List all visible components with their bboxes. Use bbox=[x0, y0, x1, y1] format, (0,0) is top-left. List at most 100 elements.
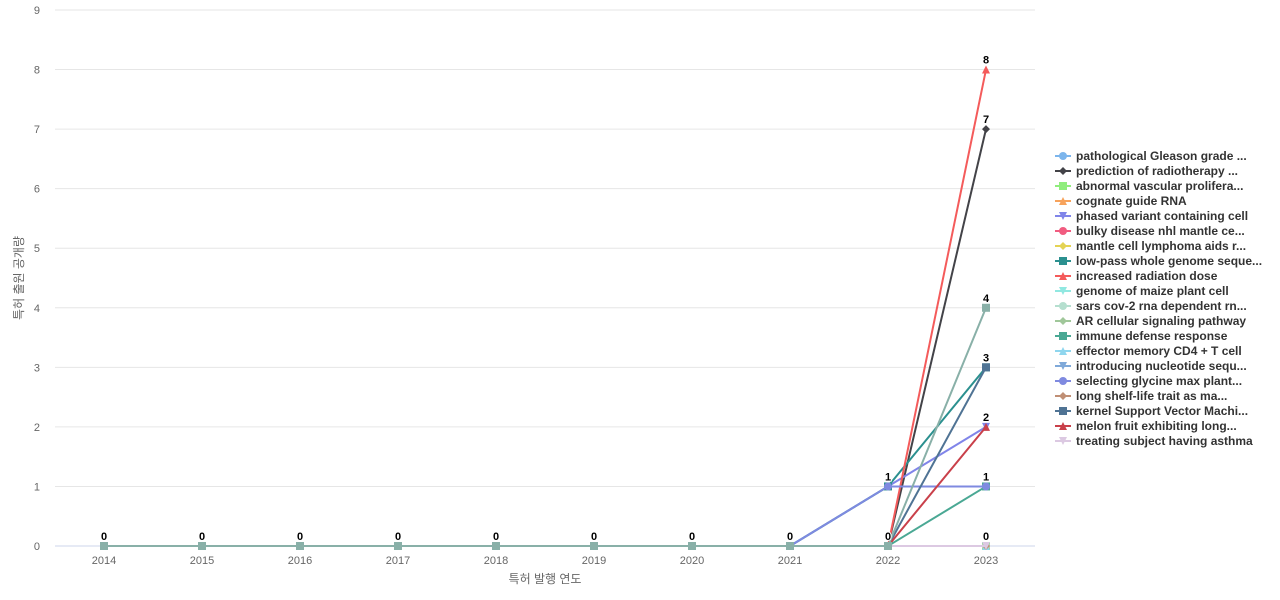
data-label: 0 bbox=[493, 531, 499, 543]
legend-symbol-icon bbox=[1055, 211, 1071, 220]
legend-item[interactable]: mantle cell lymphoma aids r... bbox=[1055, 238, 1262, 253]
legend-item[interactable]: effector memory CD4 + T cell bbox=[1055, 343, 1262, 358]
data-point[interactable] bbox=[884, 542, 892, 550]
legend-item[interactable]: introducing nucleotide sequ... bbox=[1055, 358, 1262, 373]
legend-marker-icon[interactable] bbox=[1059, 151, 1067, 160]
legend-label: bulky disease nhl mantle ce... bbox=[1076, 223, 1245, 238]
legend-item[interactable]: low-pass whole genome seque... bbox=[1055, 253, 1262, 268]
data-label: 0 bbox=[101, 531, 107, 543]
legend-marker-icon[interactable] bbox=[1059, 286, 1067, 295]
x-tick-label: 2021 bbox=[778, 555, 802, 567]
legend-item[interactable]: pathological Gleason grade ... bbox=[1055, 148, 1262, 163]
legend-symbol-icon bbox=[1055, 286, 1071, 295]
data-point[interactable] bbox=[982, 303, 990, 312]
data-label: 0 bbox=[689, 531, 695, 543]
y-tick-label: 4 bbox=[34, 303, 40, 315]
data-label: 2 bbox=[983, 412, 989, 424]
data-point[interactable] bbox=[590, 542, 598, 550]
legend-label: introducing nucleotide sequ... bbox=[1076, 358, 1247, 373]
series-path bbox=[104, 307, 987, 547]
data-point[interactable] bbox=[492, 542, 500, 550]
legend-label: treating subject having asthma bbox=[1076, 433, 1253, 448]
legend-marker-icon[interactable] bbox=[1059, 421, 1067, 430]
data-label: 0 bbox=[885, 531, 891, 543]
legend-marker-icon[interactable] bbox=[1059, 391, 1067, 400]
data-label: 0 bbox=[983, 531, 989, 543]
legend-item[interactable]: cognate guide RNA bbox=[1055, 193, 1262, 208]
y-tick-label: 7 bbox=[34, 124, 40, 136]
legend-item[interactable]: long shelf-life trait as ma... bbox=[1055, 388, 1262, 403]
legend-symbol-icon bbox=[1055, 376, 1071, 385]
data-point[interactable] bbox=[982, 363, 990, 372]
legend-marker-icon[interactable] bbox=[1059, 436, 1067, 445]
data-point[interactable] bbox=[982, 482, 990, 491]
legend-item[interactable]: prediction of radiotherapy ... bbox=[1055, 163, 1262, 178]
legend-label: kernel Support Vector Machi... bbox=[1076, 403, 1249, 418]
data-point[interactable] bbox=[688, 542, 696, 550]
legend-symbol-icon bbox=[1055, 196, 1071, 205]
legend-item[interactable]: phased variant containing cell bbox=[1055, 208, 1262, 223]
series-path bbox=[104, 485, 987, 547]
data-point[interactable] bbox=[394, 542, 402, 550]
y-tick-label: 5 bbox=[34, 243, 40, 255]
legend-label: immune defense response bbox=[1076, 328, 1228, 343]
data-point[interactable] bbox=[296, 542, 304, 550]
data-point[interactable] bbox=[884, 482, 892, 491]
data-point[interactable] bbox=[198, 542, 206, 550]
data-point[interactable] bbox=[982, 422, 990, 431]
legend-marker-icon[interactable] bbox=[1059, 211, 1067, 220]
legend-item[interactable]: abnormal vascular prolifera... bbox=[1055, 178, 1262, 193]
series-path bbox=[104, 366, 987, 547]
legend-marker-icon[interactable] bbox=[1059, 316, 1067, 325]
legend-marker-icon[interactable] bbox=[1059, 196, 1067, 205]
legend-marker-icon[interactable] bbox=[1059, 271, 1067, 280]
legend-label: prediction of radiotherapy ... bbox=[1076, 163, 1239, 178]
legend-label: cognate guide RNA bbox=[1076, 193, 1187, 208]
legend-marker-icon[interactable] bbox=[1059, 181, 1067, 190]
series-line bbox=[100, 363, 990, 550]
legend-marker-icon[interactable] bbox=[1059, 331, 1067, 340]
legend-marker-icon[interactable] bbox=[1059, 346, 1067, 355]
legend-marker-icon[interactable] bbox=[1059, 256, 1067, 265]
legend-marker-icon[interactable] bbox=[1059, 166, 1067, 175]
legend-item[interactable]: genome of maize plant cell bbox=[1055, 283, 1262, 298]
x-tick-label: 2016 bbox=[288, 555, 312, 567]
data-point[interactable] bbox=[100, 542, 108, 550]
data-point[interactable] bbox=[982, 125, 990, 134]
legend-item[interactable]: AR cellular signaling pathway bbox=[1055, 313, 1262, 328]
legend-item[interactable]: immune defense response bbox=[1055, 328, 1262, 343]
legend-item[interactable]: increased radiation dose bbox=[1055, 268, 1262, 283]
legend-item[interactable]: kernel Support Vector Machi... bbox=[1055, 403, 1262, 418]
legend-marker-icon[interactable] bbox=[1059, 361, 1067, 370]
data-label: 4 bbox=[983, 293, 990, 305]
legend-marker-icon[interactable] bbox=[1059, 301, 1067, 310]
data-point[interactable] bbox=[982, 65, 990, 74]
legend-item[interactable]: bulky disease nhl mantle ce... bbox=[1055, 223, 1262, 238]
legend-item[interactable]: sars cov-2 rna dependent rn... bbox=[1055, 298, 1262, 313]
x-tick-label: 2018 bbox=[484, 555, 508, 567]
series-line bbox=[100, 482, 990, 550]
x-tick-label: 2014 bbox=[92, 555, 116, 567]
y-tick-label: 2 bbox=[34, 422, 40, 434]
data-point[interactable] bbox=[786, 542, 794, 550]
data-point[interactable] bbox=[982, 542, 990, 550]
series-path bbox=[104, 485, 986, 547]
legend-symbol-icon bbox=[1055, 316, 1071, 325]
data-label: 3 bbox=[983, 352, 989, 364]
x-tick-label: 2015 bbox=[190, 555, 214, 567]
legend-marker-icon[interactable] bbox=[1059, 241, 1067, 250]
series-path bbox=[104, 128, 987, 547]
y-tick-label: 8 bbox=[34, 65, 40, 77]
data-label: 0 bbox=[787, 531, 793, 543]
legend-item[interactable]: melon fruit exhibiting long... bbox=[1055, 418, 1262, 433]
legend-label: phased variant containing cell bbox=[1076, 208, 1249, 223]
legend-item[interactable]: treating subject having asthma bbox=[1055, 433, 1262, 448]
data-label: 0 bbox=[297, 531, 303, 543]
legend-symbol-icon bbox=[1055, 421, 1071, 430]
x-tick-label: 2019 bbox=[582, 555, 606, 567]
legend-marker-icon[interactable] bbox=[1059, 226, 1067, 235]
legend-marker-icon[interactable] bbox=[1059, 406, 1067, 415]
legend-item[interactable]: selecting glycine max plant... bbox=[1055, 373, 1262, 388]
legend-marker-icon[interactable] bbox=[1059, 376, 1067, 385]
